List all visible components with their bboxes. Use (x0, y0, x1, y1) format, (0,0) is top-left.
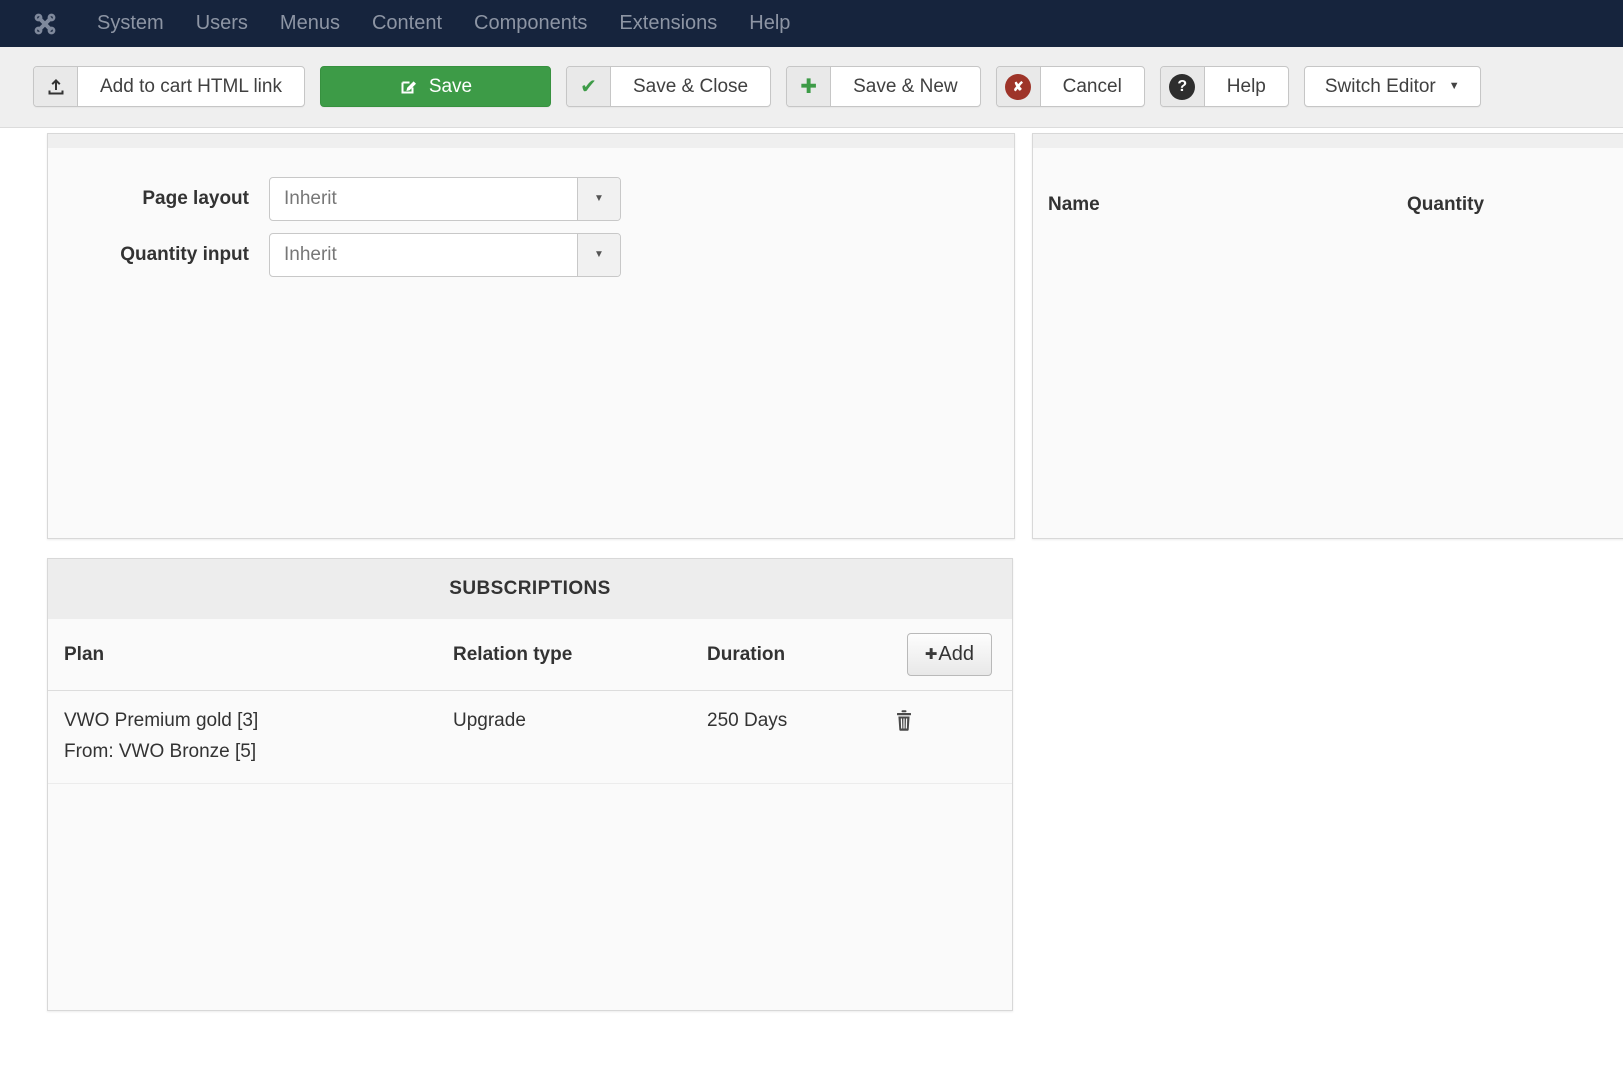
items-panel: Name Quantity (1032, 133, 1623, 539)
plan-from: From: VWO Bronze [5] (64, 741, 257, 762)
menu-item-content[interactable]: Content (371, 12, 443, 34)
items-panel-header-strip (1033, 134, 1623, 148)
chevron-down-icon: ▼ (577, 178, 620, 220)
toolbar: Add to cart HTML link Save ✔ Save & Clos… (0, 47, 1623, 128)
plan-name: VWO Premium gold [3] (64, 710, 259, 731)
save-pencil-icon (399, 77, 418, 96)
menu-item-menus[interactable]: Menus (279, 12, 340, 34)
add-to-cart-html-link-button[interactable]: Add to cart HTML link (33, 66, 305, 107)
page-layout-select[interactable]: Inherit ▼ (269, 177, 621, 221)
add-subscription-button[interactable]: ✚ Add (906, 633, 992, 676)
menu-item-components[interactable]: Components (474, 12, 588, 34)
subscriptions-table-header: Plan Relation type Duration ✚ Add (48, 619, 1012, 691)
cancel-label: Cancel (1062, 75, 1122, 97)
top-navbar: System Users Menus Content Components Ex… (0, 0, 1623, 47)
save-close-button[interactable]: ✔ Save & Close (565, 66, 772, 107)
page-layout-value: Inherit (284, 188, 337, 209)
save-label: Save (428, 75, 473, 97)
duration-column-header: Duration (707, 643, 786, 665)
quantity-input-value: Inherit (284, 244, 337, 265)
subscriptions-panel: SUBSCRIPTIONS Plan Relation type Duratio… (47, 558, 1013, 1011)
menu-item-system[interactable]: System (97, 12, 164, 34)
quantity-input-label: Quantity input (120, 244, 249, 265)
cancel-icon: ✘ (996, 67, 1041, 106)
add-to-cart-html-link-label: Add to cart HTML link (100, 75, 282, 97)
save-new-button[interactable]: ✚ Save & New (786, 66, 981, 107)
subscription-table-row: VWO Premium gold [3] From: VWO Bronze [5… (48, 691, 1012, 784)
trash-icon (895, 709, 913, 731)
name-column-header: Name (1048, 194, 1100, 215)
save-close-label: Save & Close (632, 75, 749, 97)
chevron-down-icon: ▼ (1448, 80, 1460, 92)
duration-cell: 250 Days (707, 710, 788, 731)
help-button[interactable]: ? Help (1159, 66, 1289, 107)
menu-item-help[interactable]: Help (749, 12, 791, 34)
plus-icon: ✚ (924, 646, 938, 663)
joomla-logo-icon (33, 12, 57, 36)
upload-icon (34, 67, 78, 106)
help-label: Help (1226, 75, 1266, 97)
switch-editor-label: Switch Editor (1324, 75, 1436, 97)
menu-item-extensions[interactable]: Extensions (619, 12, 718, 34)
relation-type-cell: Upgrade (453, 710, 526, 731)
chevron-down-icon: ▼ (577, 234, 620, 276)
plan-column-header: Plan (64, 643, 105, 665)
switch-editor-button[interactable]: Switch Editor ▼ (1303, 66, 1481, 107)
help-icon: ? (1160, 67, 1205, 106)
options-panel: Page layout Inherit ▼ Quantity input Inh… (47, 133, 1015, 539)
quantity-column-header: Quantity (1407, 194, 1485, 215)
page-layout-label: Page layout (142, 188, 249, 209)
save-button[interactable]: Save (319, 66, 551, 107)
relation-type-column-header: Relation type (453, 643, 573, 665)
main-menu: System Users Menus Content Components Ex… (97, 12, 790, 35)
delete-subscription-button[interactable] (895, 709, 913, 731)
quantity-input-field: Quantity input Inherit ▼ (48, 233, 1014, 277)
page-layout-field: Page layout Inherit ▼ (48, 177, 1014, 221)
add-button-label: Add (938, 643, 974, 665)
quantity-input-select[interactable]: Inherit ▼ (269, 233, 621, 277)
cancel-button[interactable]: ✘ Cancel (995, 66, 1145, 107)
menu-item-users[interactable]: Users (195, 12, 248, 34)
plan-cell: VWO Premium gold [3] From: VWO Bronze [5… (64, 705, 453, 767)
save-new-label: Save & New (853, 75, 958, 97)
subscriptions-panel-title: SUBSCRIPTIONS (48, 559, 1012, 619)
options-panel-header-strip (48, 134, 1014, 148)
plus-icon: ✚ (787, 67, 832, 106)
check-icon: ✔ (566, 67, 611, 106)
